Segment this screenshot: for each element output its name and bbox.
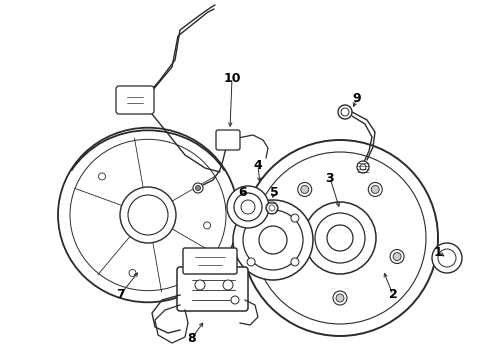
Circle shape bbox=[193, 183, 203, 193]
Circle shape bbox=[279, 253, 287, 261]
Circle shape bbox=[247, 258, 255, 266]
Circle shape bbox=[291, 214, 299, 222]
Text: 8: 8 bbox=[188, 332, 196, 345]
Circle shape bbox=[247, 214, 255, 222]
Text: 2: 2 bbox=[389, 288, 397, 302]
Circle shape bbox=[196, 185, 200, 190]
Circle shape bbox=[301, 185, 309, 193]
Circle shape bbox=[231, 296, 239, 304]
Circle shape bbox=[298, 183, 312, 197]
FancyBboxPatch shape bbox=[183, 248, 237, 274]
Text: 9: 9 bbox=[353, 91, 361, 104]
Circle shape bbox=[203, 222, 211, 229]
Circle shape bbox=[336, 294, 344, 302]
Circle shape bbox=[432, 243, 462, 273]
Circle shape bbox=[276, 249, 290, 264]
Text: 6: 6 bbox=[239, 185, 247, 198]
Text: 1: 1 bbox=[434, 246, 442, 258]
Text: 7: 7 bbox=[116, 288, 124, 302]
Circle shape bbox=[129, 269, 136, 276]
Circle shape bbox=[243, 210, 303, 270]
FancyBboxPatch shape bbox=[177, 267, 248, 311]
Circle shape bbox=[360, 164, 366, 170]
Circle shape bbox=[128, 195, 168, 235]
Text: 10: 10 bbox=[223, 72, 241, 85]
Circle shape bbox=[195, 280, 205, 290]
Circle shape bbox=[368, 183, 382, 197]
Polygon shape bbox=[155, 305, 188, 343]
Circle shape bbox=[234, 193, 262, 221]
Circle shape bbox=[120, 187, 176, 243]
Circle shape bbox=[269, 205, 275, 211]
Circle shape bbox=[241, 200, 255, 214]
Ellipse shape bbox=[70, 139, 226, 291]
Circle shape bbox=[390, 249, 404, 264]
FancyBboxPatch shape bbox=[116, 86, 154, 114]
Circle shape bbox=[242, 140, 438, 336]
Circle shape bbox=[223, 280, 233, 290]
Circle shape bbox=[341, 108, 349, 116]
Circle shape bbox=[304, 202, 376, 274]
Circle shape bbox=[266, 202, 278, 214]
Circle shape bbox=[254, 152, 426, 324]
Circle shape bbox=[315, 213, 365, 263]
Circle shape bbox=[371, 185, 379, 193]
Ellipse shape bbox=[58, 128, 238, 302]
Circle shape bbox=[98, 173, 105, 180]
Circle shape bbox=[438, 249, 456, 267]
Circle shape bbox=[393, 253, 401, 261]
Circle shape bbox=[291, 258, 299, 266]
Text: 5: 5 bbox=[270, 185, 278, 198]
FancyBboxPatch shape bbox=[216, 130, 240, 150]
Circle shape bbox=[333, 291, 347, 305]
Circle shape bbox=[259, 226, 287, 254]
Circle shape bbox=[233, 200, 313, 280]
Circle shape bbox=[327, 225, 353, 251]
Circle shape bbox=[338, 105, 352, 119]
Text: 3: 3 bbox=[326, 171, 334, 185]
Text: 4: 4 bbox=[254, 158, 262, 171]
Circle shape bbox=[357, 161, 369, 173]
Circle shape bbox=[227, 186, 269, 228]
